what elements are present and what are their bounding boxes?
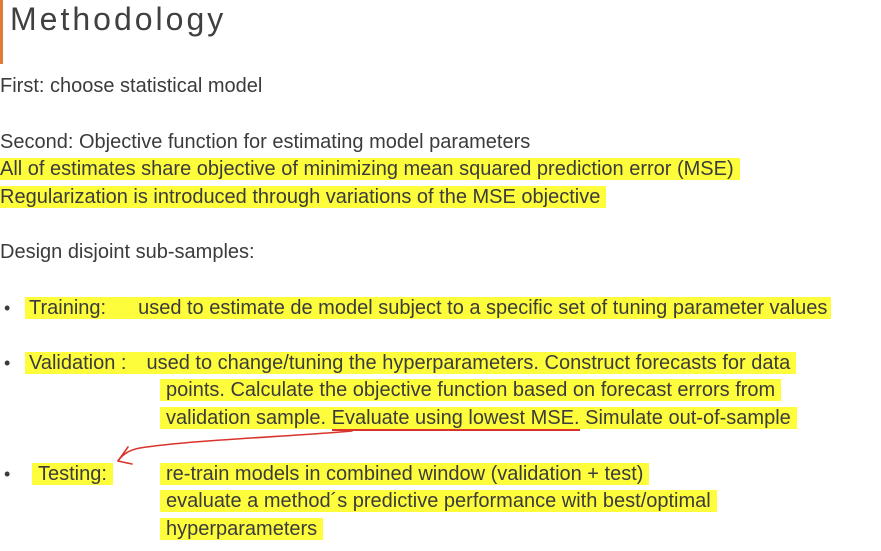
slide-title: Methodology <box>10 1 227 37</box>
testing-line-2: evaluate a method´s predictive performan… <box>160 490 717 512</box>
design-heading: Design disjoint sub-samples: <box>0 241 255 263</box>
validation-label: Validation : <box>25 352 131 374</box>
first-step: First: choose statistical model <box>0 75 263 97</box>
bullet-validation: • <box>4 353 11 373</box>
validation-line-2: points. Calculate the objective function… <box>160 379 782 401</box>
validation-line-3-pre: validation sample. <box>166 407 332 429</box>
training-text: used to estimate de model subject to a s… <box>138 297 828 319</box>
second-step: Second: Objective function for estimatin… <box>0 131 531 153</box>
validation-line-1: used to change/tuning the hyperparameter… <box>130 352 797 374</box>
validation-line-3: validation sample. Evaluate using lowest… <box>160 407 797 431</box>
lowest-mse-emphasis: Evaluate using lowest MSE. <box>331 407 580 431</box>
bullet-testing: • <box>4 464 11 484</box>
mse-objective-note: All of estimates share objective of mini… <box>0 158 740 180</box>
testing-line-1: re-train models in combined window (vali… <box>160 463 650 485</box>
regularization-note: Regularization is introduced through var… <box>0 186 607 208</box>
title-accent-bar <box>0 0 3 64</box>
training-block: Training: used to estimate de model subje… <box>25 297 832 319</box>
validation-line-3-post: Simulate out-of-sample <box>579 407 791 429</box>
testing-line-3: hyperparameters <box>160 518 324 540</box>
training-label: Training: <box>29 297 107 319</box>
bullet-training: • <box>4 298 11 318</box>
testing-label: Testing: <box>32 463 113 485</box>
